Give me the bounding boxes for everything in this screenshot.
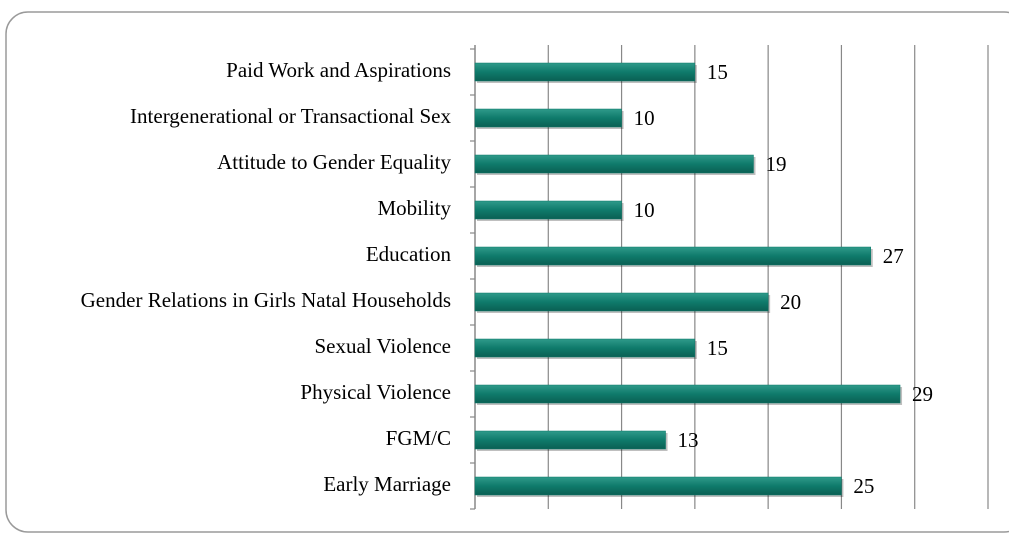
y-tick-label: FGM/C [386, 426, 451, 450]
bar [474, 62, 696, 82]
bar [474, 154, 754, 174]
data-label: 19 [765, 152, 786, 176]
bar [474, 476, 842, 496]
bar [474, 108, 622, 128]
y-tick-label: Paid Work and Aspirations [226, 58, 451, 82]
data-label: 13 [678, 428, 699, 452]
y-tick-label: Mobility [377, 196, 451, 220]
data-label: 15 [707, 60, 728, 84]
data-label: 29 [912, 382, 933, 406]
bar [474, 430, 666, 450]
bar [474, 384, 901, 404]
y-tick-label: Attitude to Gender Equality [217, 150, 451, 174]
data-label: 10 [634, 198, 655, 222]
data-label: 20 [780, 290, 801, 314]
data-label: 10 [634, 106, 655, 130]
y-tick-label: Gender Relations in Girls Natal Househol… [81, 288, 451, 312]
bar [474, 338, 696, 358]
y-tick-label: Physical Violence [300, 380, 451, 404]
data-label: 15 [707, 336, 728, 360]
y-tick-label: Sexual Violence [314, 334, 451, 358]
bar [474, 200, 622, 220]
y-tick-label: Intergenerational or Transactional Sex [130, 104, 451, 128]
y-tick-label: Education [366, 242, 452, 266]
y-tick-label: Early Marriage [323, 472, 451, 496]
bar [474, 246, 871, 266]
bar [474, 292, 769, 312]
data-label: 25 [853, 474, 874, 498]
frame [5, 11, 1009, 533]
data-label: 27 [883, 244, 904, 268]
